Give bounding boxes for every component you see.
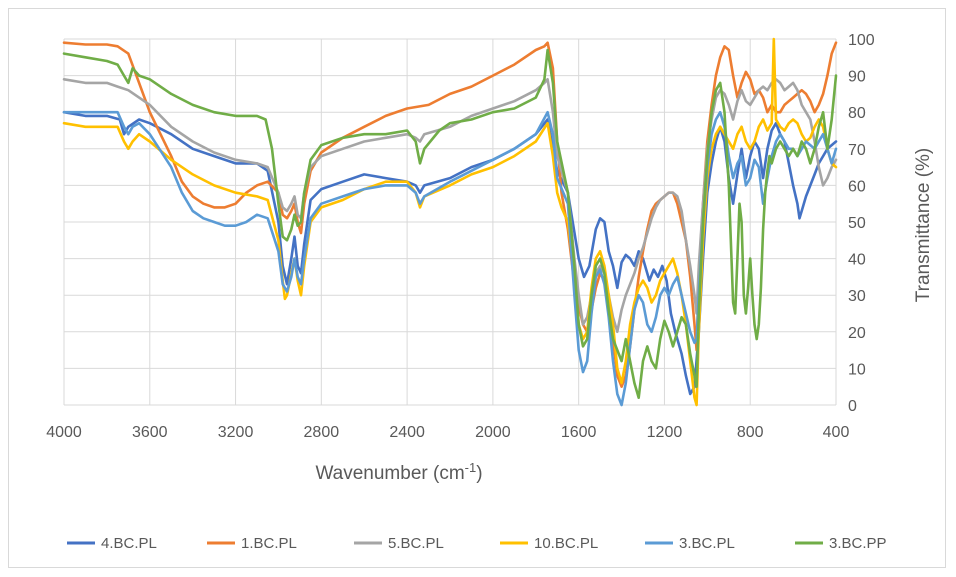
x-axis-title-superscript: -1 [465,460,477,475]
x-tick-label: 2400 [389,424,425,441]
legend-label: 10.BC.PL [534,535,598,552]
x-axis-title: Wavenumber (cm-1) [315,460,482,484]
series-line-1-bc-pl [62,41,838,388]
series-lines [62,37,838,407]
x-tick-label: 2800 [304,424,340,441]
y-tick-label: 10 [848,361,866,378]
y-axis-title: Transmittance (%) [913,148,934,303]
y-tick-label: 0 [848,398,857,415]
y-tick-label: 70 [848,142,866,159]
legend-label: 4.BC.PL [101,535,157,552]
series-line-3-bc-pp [62,48,838,399]
y-tick-labels: 0 10 20 30 40 50 60 70 80 90 100 [848,32,875,415]
y-tick-label: 50 [848,215,866,232]
y-tick-label: 100 [848,32,875,49]
legend-label: 3.BC.PL [679,535,735,552]
y-tick-label: 60 [848,178,866,195]
x-tick-label: 3200 [218,424,254,441]
x-tick-label: 800 [737,424,764,441]
series-line-5-bc-pl [62,78,838,334]
y-tick-label: 90 [848,69,866,86]
y-tick-label: 20 [848,325,866,342]
legend-label: 5.BC.PL [388,535,444,552]
x-tick-labels: 4000 3600 3200 2800 2400 2000 1600 1200 800 400 [46,424,849,441]
y-tick-label: 40 [848,252,866,269]
x-axis-title-end: ) [476,463,482,484]
chart-area: 4000 3600 3200 2800 2400 2000 1600 1200 800 400 0… [8,8,946,568]
y-tick-label: 30 [848,288,866,305]
series-line-3-bc-pl [62,110,838,407]
series-line-10-bc-pl [62,37,838,407]
x-tick-label: 1600 [561,424,597,441]
y-tick-label: 80 [848,105,866,122]
x-tick-label: 3600 [132,424,168,441]
x-tick-label: 1200 [647,424,683,441]
series-line-4-bc-pl [62,110,838,396]
legend-label: 3.BC.PP [829,535,887,552]
ftir-line-chart: 4000 3600 3200 2800 2400 2000 1600 1200 800 400 0… [46,32,934,552]
x-tick-label: 4000 [46,424,82,441]
x-tick-label: 2000 [475,424,511,441]
x-tick-label: 400 [823,424,850,441]
legend: 4.BC.PL 1.BC.PL 5.BC.PL 10.BC.PL 3.BC.PL 3.BC… [67,535,887,552]
x-axis-title-main: Wavenumber (cm [315,463,464,484]
legend-label: 1.BC.PL [241,535,297,552]
